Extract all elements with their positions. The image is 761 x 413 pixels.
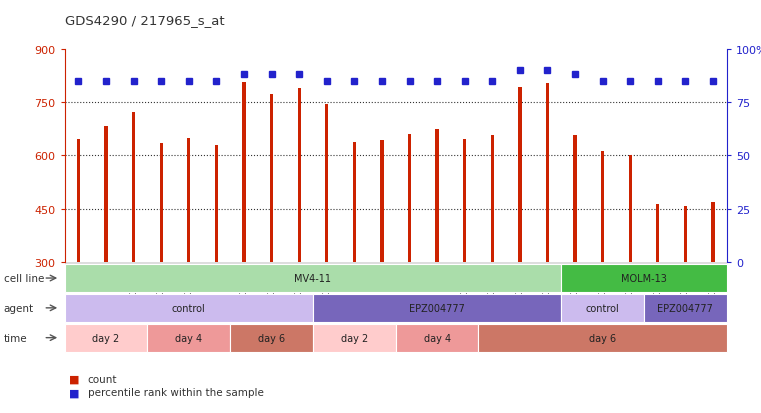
Bar xyxy=(380,141,384,262)
Bar xyxy=(573,135,577,262)
Bar xyxy=(463,140,466,262)
Text: agent: agent xyxy=(4,303,34,313)
Bar xyxy=(298,88,301,262)
Bar xyxy=(518,88,521,262)
Bar xyxy=(215,146,218,262)
Text: percentile rank within the sample: percentile rank within the sample xyxy=(88,387,263,397)
Text: cell line: cell line xyxy=(4,273,44,283)
Text: control: control xyxy=(586,303,619,313)
Bar xyxy=(132,113,135,262)
Text: count: count xyxy=(88,374,117,384)
Bar xyxy=(601,152,604,262)
Text: day 4: day 4 xyxy=(424,333,451,343)
Bar xyxy=(325,104,329,262)
Text: day 4: day 4 xyxy=(175,333,202,343)
Text: EPZ004777: EPZ004777 xyxy=(658,303,713,313)
Bar xyxy=(435,129,439,262)
Bar xyxy=(712,203,715,262)
Text: time: time xyxy=(4,333,27,343)
Bar xyxy=(546,84,549,262)
Bar xyxy=(352,143,356,262)
Text: GDS4290 / 217965_s_at: GDS4290 / 217965_s_at xyxy=(65,14,224,27)
Bar xyxy=(242,83,246,262)
Text: day 6: day 6 xyxy=(258,333,285,343)
Bar xyxy=(629,156,632,262)
Text: EPZ004777: EPZ004777 xyxy=(409,303,465,313)
Bar xyxy=(491,136,494,262)
Text: ■: ■ xyxy=(68,387,79,397)
Bar xyxy=(104,127,108,262)
Text: ■: ■ xyxy=(68,374,79,384)
Bar xyxy=(160,143,163,262)
Text: day 2: day 2 xyxy=(341,333,368,343)
Bar xyxy=(270,95,273,262)
Bar xyxy=(656,205,660,262)
Text: day 6: day 6 xyxy=(589,333,616,343)
Bar xyxy=(408,135,411,262)
Bar xyxy=(77,140,80,262)
Text: control: control xyxy=(172,303,205,313)
Text: day 2: day 2 xyxy=(92,333,119,343)
Text: MOLM-13: MOLM-13 xyxy=(621,273,667,283)
Bar xyxy=(683,206,687,262)
Text: MV4-11: MV4-11 xyxy=(295,273,332,283)
Bar xyxy=(187,139,190,262)
